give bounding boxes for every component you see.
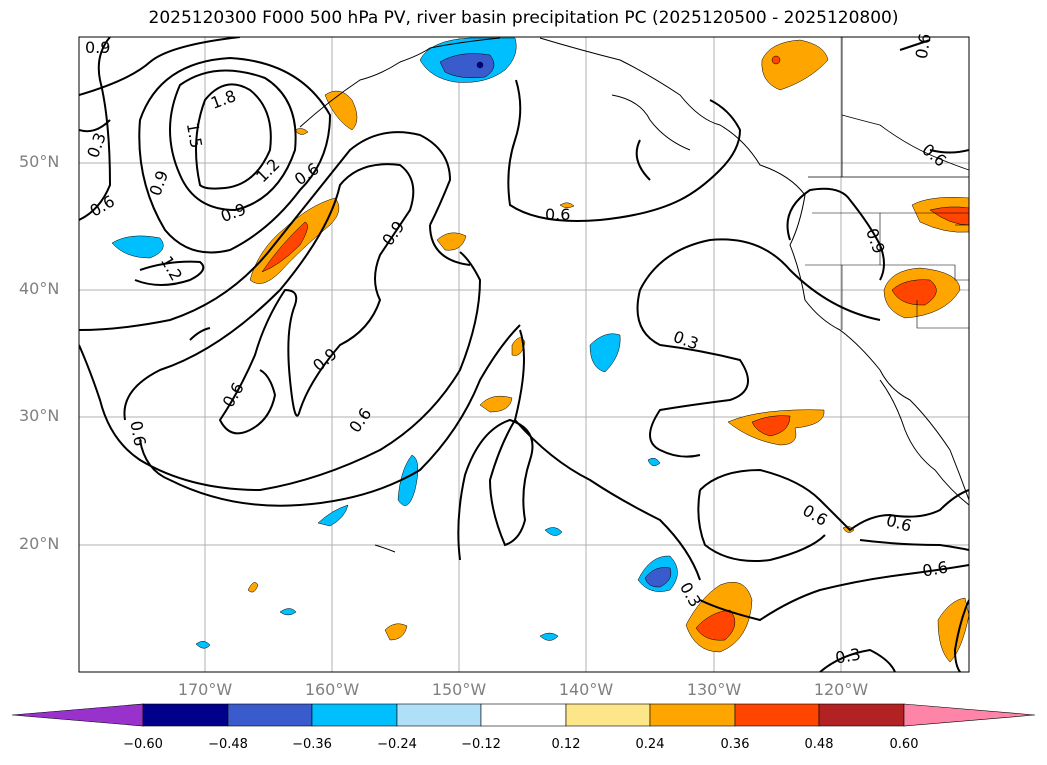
- contour-label: 0.6: [912, 32, 935, 60]
- contour-label: 0.6: [545, 205, 570, 224]
- country-borders: [808, 37, 969, 178]
- colorbar-tick: −0.12: [461, 737, 501, 752]
- colorbar-tick: 0.24: [635, 737, 665, 752]
- contour-label: 0.9: [218, 199, 248, 226]
- state-borders: [805, 212, 969, 330]
- map-title: 2025120300 F000 500 hPa PV, river basin …: [148, 8, 899, 28]
- lon-label: 170°W: [177, 680, 233, 699]
- contour-label: 0.6: [126, 419, 149, 447]
- contour-label: 1.2: [157, 253, 186, 285]
- contour-label: 0.9: [85, 38, 110, 57]
- lat-label: 30°N: [19, 406, 60, 425]
- lon-label: 140°W: [558, 680, 614, 699]
- coastlines: [299, 37, 969, 553]
- lat-label: 20°N: [19, 534, 60, 553]
- colorbar-tick: −0.60: [123, 737, 163, 752]
- contour-label: 0.9: [862, 226, 889, 256]
- contour-label: 0.9: [146, 168, 173, 198]
- lon-label: 160°W: [304, 680, 360, 699]
- lon-label: 130°W: [686, 680, 742, 699]
- colorbar-tick: −0.36: [292, 737, 332, 752]
- contour-label: 1.5: [183, 121, 206, 149]
- contour-label: 0.9: [378, 217, 408, 249]
- colorbar-tick: −0.48: [208, 737, 248, 752]
- contour-label: 0.3: [671, 327, 701, 354]
- lat-label: 40°N: [19, 279, 60, 298]
- colorbar-tick: 0.60: [889, 737, 919, 752]
- contour-label: 0.6: [86, 191, 118, 220]
- colorbar: [11, 703, 1036, 727]
- colorbar-extend-low: [11, 703, 144, 727]
- lat-label: 50°N: [19, 152, 60, 171]
- colorbar-tick: 0.36: [720, 737, 750, 752]
- contour-label: 0.6: [345, 404, 375, 436]
- plot-frame: [78, 36, 970, 673]
- colorbar-extend-high: [903, 703, 1036, 727]
- contour-label: 0.6: [219, 379, 248, 411]
- contour-label: 0.6: [291, 159, 323, 189]
- positive-shading: [247, 39, 969, 663]
- contour-label: 0.3: [83, 130, 110, 160]
- lon-label: 120°W: [813, 680, 869, 699]
- contour-label: 1.8: [208, 86, 238, 113]
- contour-label: 0.6: [921, 557, 949, 580]
- colorbar-tick: −0.24: [377, 737, 417, 752]
- colorbar-tick: 0.48: [804, 737, 834, 752]
- lon-label: 150°W: [431, 680, 487, 699]
- contour-label: 0.6: [884, 511, 914, 536]
- pv-contours: [79, 37, 969, 672]
- contour-label: 0.6: [918, 140, 950, 171]
- contour-label: 0.3: [834, 644, 862, 667]
- negative-shading: [111, 37, 678, 649]
- colorbar-tick: 0.12: [551, 737, 581, 752]
